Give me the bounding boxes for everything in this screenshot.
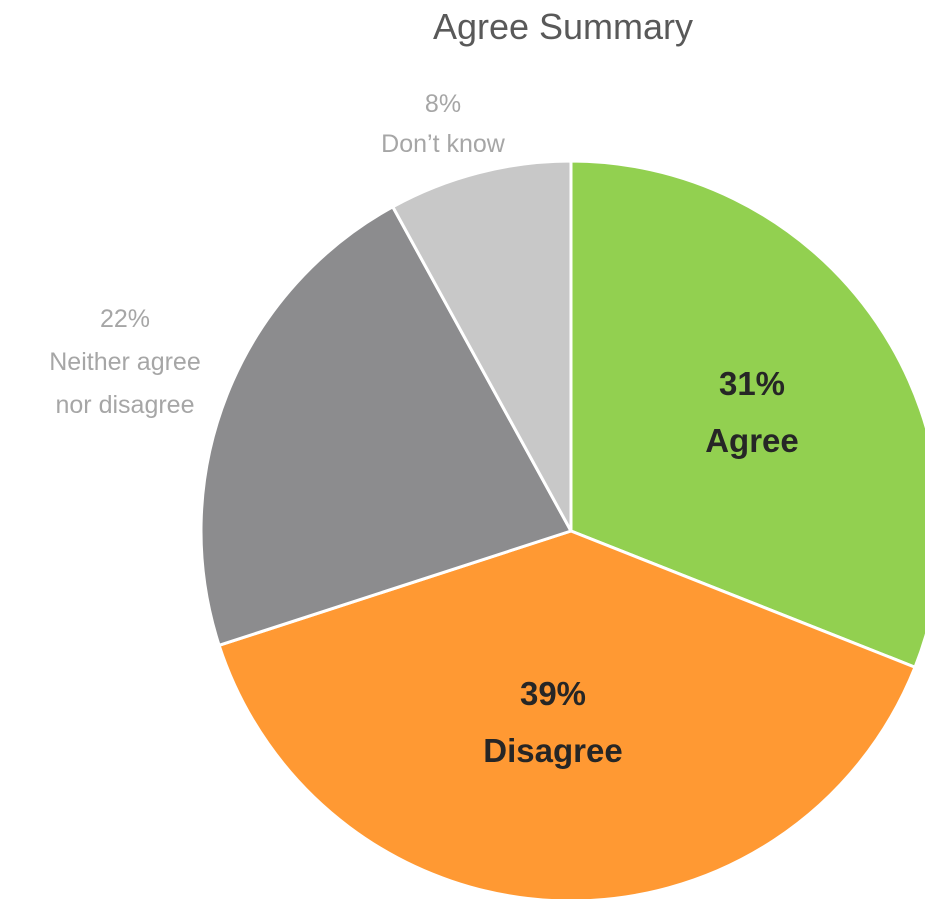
slice-value-label: 31%: [719, 365, 785, 402]
pie-labels: 31% Agree 39% Disagree 22% Neither agree nor d…: [49, 90, 799, 769]
slice-category-label: nor disagree: [56, 391, 195, 419]
pie-slice-agree: [569, 159, 925, 669]
slice-label-don-t-know: 8% Don’t know: [381, 90, 506, 158]
pie-slice-neither-agree-nor-disagree: [199, 205, 573, 647]
slice-category-label: Don’t know: [381, 130, 506, 158]
pie-slice-disagree: [217, 529, 917, 899]
slice-label-neither-agree-nor-disagree: 22% Neither agree nor disagree: [49, 305, 200, 419]
slice-label-disagree: 39% Disagree: [483, 675, 622, 769]
chart-title: Agree Summary: [432, 6, 694, 47]
slice-value-label: 39%: [520, 675, 586, 712]
slice-category-label: Neither agree: [49, 348, 200, 376]
pie-slice-don-t-know: [391, 159, 573, 533]
slice-category-label: Disagree: [483, 732, 622, 769]
pie-slices: [199, 159, 925, 899]
slice-category-label: Agree: [705, 422, 799, 459]
slice-value-label: 8%: [425, 90, 461, 118]
slice-label-agree: 31% Agree: [705, 365, 799, 459]
slice-value-label: 22%: [100, 305, 150, 333]
